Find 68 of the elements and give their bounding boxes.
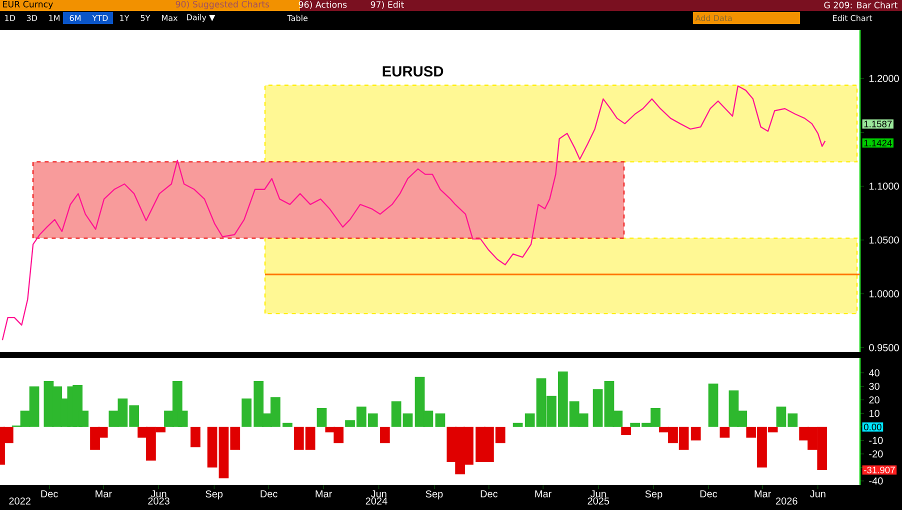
y-tick-label: 1.0500 <box>869 236 899 244</box>
text: Daily ▼ <box>187 14 216 22</box>
bar <box>242 398 252 427</box>
bar <box>190 426 200 448</box>
y-tick-label: 0.9500 <box>869 344 899 352</box>
x2-tick-label: 2025 <box>588 497 610 505</box>
text: 1D <box>5 15 16 21</box>
text: 6M <box>70 14 80 22</box>
bar <box>592 389 603 427</box>
text: 1M <box>49 15 60 21</box>
text: YTD <box>92 15 108 21</box>
text: 5Y <box>140 15 150 21</box>
x-tick-label: Mar <box>316 490 332 498</box>
x-tick-label: Dec <box>480 490 498 498</box>
bar <box>512 422 523 427</box>
y-tick-label: 20 <box>869 396 880 404</box>
bar <box>316 408 327 427</box>
y-tick-label: 1.1000 <box>869 182 899 190</box>
x-tick-label: Jun <box>150 490 166 498</box>
text: -31.907 <box>864 466 895 474</box>
text: 1Y <box>120 15 130 21</box>
x-tick-label: Jun <box>370 490 386 498</box>
line-series <box>2 85 826 341</box>
x2-tick-label: 2024 <box>366 497 388 505</box>
text: 90) Suggested Charts <box>176 0 270 10</box>
text: Edit Chart <box>833 14 872 22</box>
text: Add Data <box>695 14 732 22</box>
bar <box>720 426 730 438</box>
x-tick-label: Dec <box>41 490 58 498</box>
text: 1.1587 <box>864 120 892 128</box>
text: 97) Edit <box>370 1 404 9</box>
y-tick-label: 30 <box>869 382 880 390</box>
text: G 209: Bar Chart <box>824 2 898 8</box>
bar <box>435 413 446 427</box>
x2-tick-label: 2026 <box>776 497 798 505</box>
bar <box>282 422 292 427</box>
x-tick-label: Mar <box>96 490 112 498</box>
text: 0.00 <box>864 424 882 430</box>
bar <box>621 426 631 436</box>
x-tick-label: Sep <box>206 490 223 500</box>
y-tick-label: -40 <box>869 477 883 484</box>
text: Table <box>287 14 308 22</box>
x-tick-label: Mar <box>754 490 772 498</box>
x-tick-label: Jun <box>590 490 606 498</box>
bar <box>380 426 390 444</box>
text: EURUSD <box>382 66 444 77</box>
x-tick-label: Dec <box>700 490 718 498</box>
x2-tick-label: 2023 <box>148 497 170 505</box>
bar <box>708 384 718 427</box>
x-tick-label: Dec <box>260 490 278 498</box>
y-tick-label: 10 <box>869 410 880 417</box>
y-tick-label: 1.2000 <box>869 74 899 82</box>
y-tick-label: -10 <box>869 436 883 444</box>
x-tick-label: Mar <box>535 490 552 498</box>
text: 1.1424 <box>864 140 892 146</box>
y-tick-label: 1.0000 <box>869 290 899 298</box>
x-tick-label: Jun <box>810 490 826 498</box>
bar <box>690 426 701 440</box>
x2-tick-label: 2022 <box>9 497 30 505</box>
text: 3D <box>26 14 38 22</box>
x-tick-label: Sep <box>426 490 443 500</box>
y-tick-label: -20 <box>869 450 883 458</box>
text: EUR Curncy <box>3 0 53 10</box>
x-tick-label: Sep <box>645 490 662 500</box>
text: 96) Actions <box>298 1 347 9</box>
bar <box>207 426 218 468</box>
y-tick-label: 40 <box>868 369 880 376</box>
text: Max <box>162 15 178 21</box>
